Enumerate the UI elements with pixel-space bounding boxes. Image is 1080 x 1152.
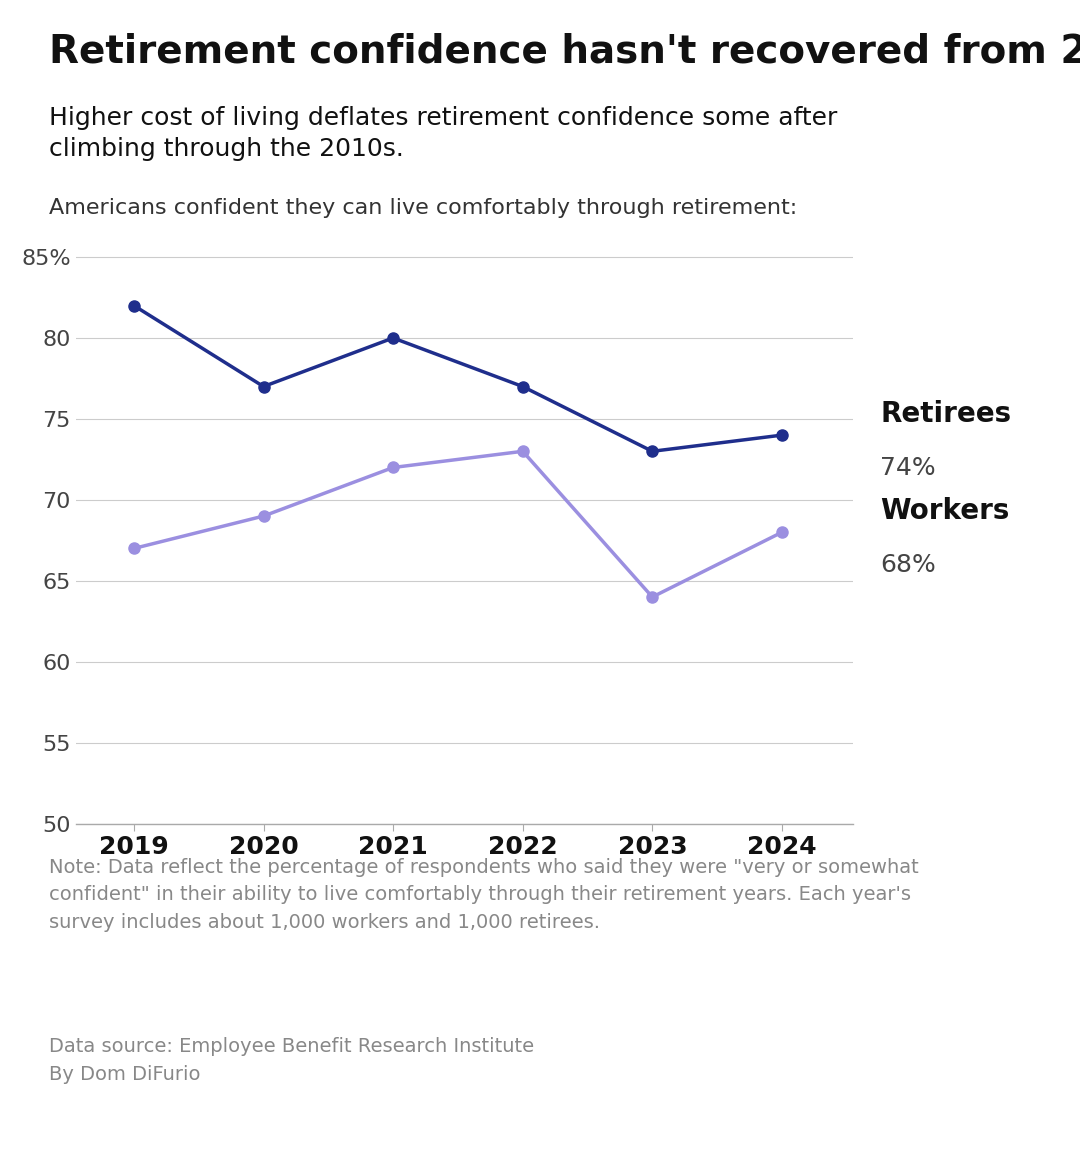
Text: Note: Data reflect the percentage of respondents who said they were "very or som: Note: Data reflect the percentage of res…: [49, 858, 918, 932]
Text: Retirees: Retirees: [880, 400, 1011, 429]
Text: Higher cost of living deflates retirement confidence some after
climbing through: Higher cost of living deflates retiremen…: [49, 106, 837, 160]
Text: Retirement confidence hasn't recovered from 2023 hit: Retirement confidence hasn't recovered f…: [49, 32, 1080, 70]
Text: Data source: Employee Benefit Research Institute
By Dom DiFurio: Data source: Employee Benefit Research I…: [49, 1037, 534, 1084]
Text: Americans confident they can live comfortably through retirement:: Americans confident they can live comfor…: [49, 198, 797, 218]
Text: 74%: 74%: [880, 456, 936, 480]
Text: Workers: Workers: [880, 498, 1010, 525]
Text: 68%: 68%: [880, 553, 936, 577]
